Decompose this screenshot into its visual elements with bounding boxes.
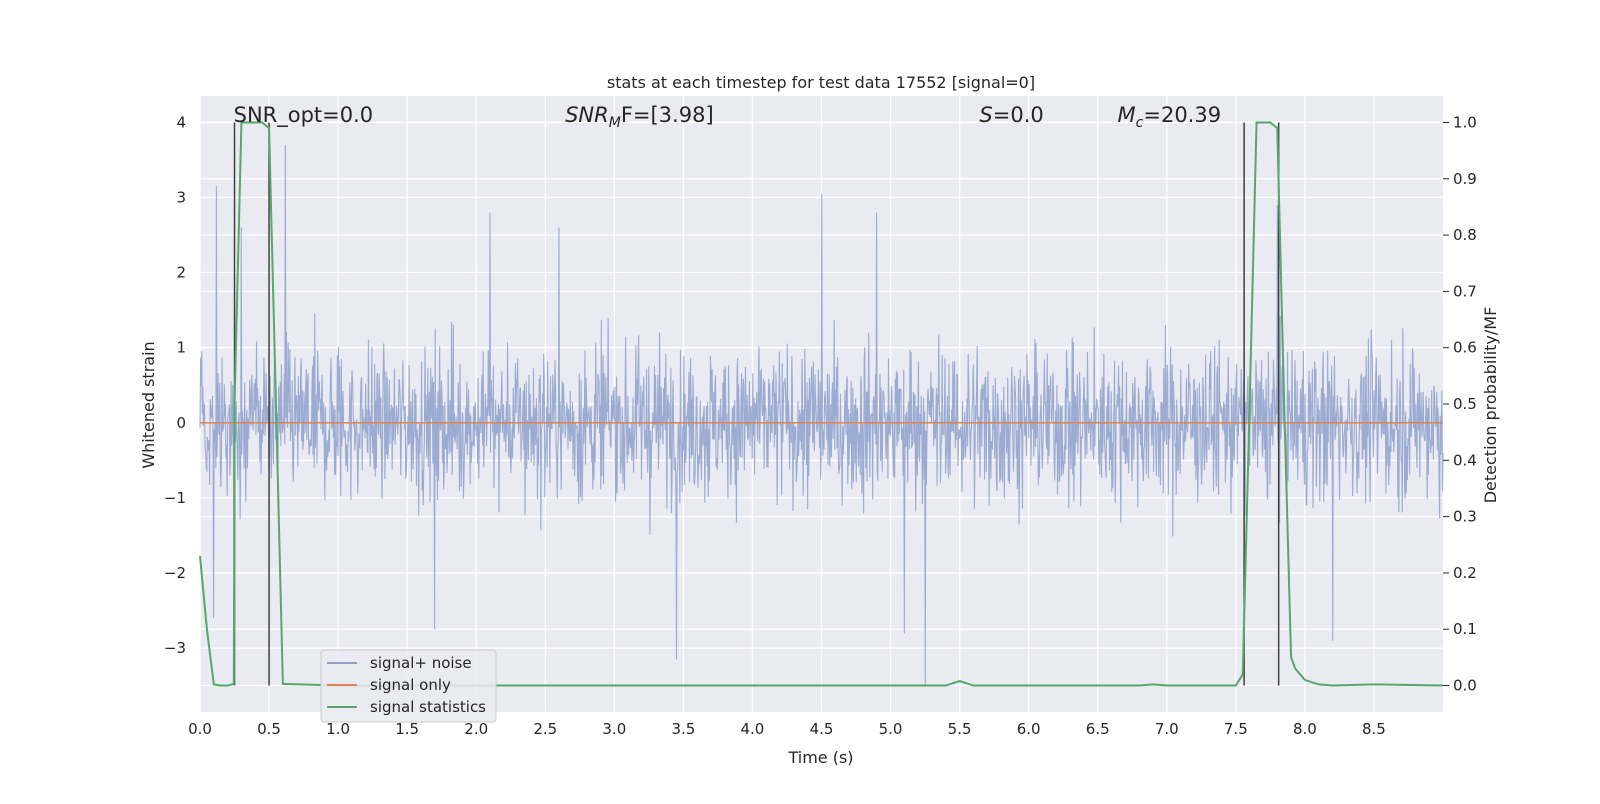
x-tick-label: 0.0 [188, 720, 212, 738]
legend-label-signal-only: signal only [370, 676, 451, 694]
y-axis-label-right: Detection probability/MF [1481, 307, 1500, 504]
series-signal-noise [199, 144, 1444, 686]
y-left-tick-label: 3 [176, 188, 186, 206]
x-tick-label: 2.5 [533, 720, 557, 738]
y-right-tick-label: 0.2 [1453, 564, 1477, 582]
y-right-tick-label: 0.0 [1453, 677, 1477, 695]
y-left-tick-label: 1 [176, 339, 186, 357]
x-tick-label: 1.0 [326, 720, 350, 738]
y-right-tick-label: 0.6 [1453, 339, 1477, 357]
y-left-tick-label: 0 [176, 414, 186, 432]
x-tick-label: 6.0 [1017, 720, 1041, 738]
y-right-tick-label: 0.1 [1453, 620, 1477, 638]
x-tick-label: 7.5 [1224, 720, 1248, 738]
y-left-tick-label: −1 [164, 489, 186, 507]
x-tick-label: 8.5 [1362, 720, 1386, 738]
x-tick-label: 3.5 [671, 720, 695, 738]
y-left-tick-label: −3 [164, 639, 186, 657]
noise-trace [199, 144, 1444, 686]
x-tick-label: 7.0 [1155, 720, 1179, 738]
legend-label-signal-noise: signal+ noise [370, 654, 472, 672]
legend-label-signal-statistics: signal statistics [370, 698, 486, 716]
chart-title: stats at each timestep for test data 175… [607, 73, 1035, 92]
annotation-label: S=0.0 [979, 103, 1043, 127]
y-axis-label-left: Whitened strain [139, 341, 158, 468]
annotation-label: Mc=20.39 [1118, 103, 1222, 131]
y-right-tick-label: 0.3 [1453, 508, 1477, 526]
x-tick-label: 4.0 [741, 720, 765, 738]
series-signal-statistics [199, 121, 1444, 687]
x-tick-label: 1.5 [395, 720, 419, 738]
x-tick-label: 4.5 [810, 720, 834, 738]
y-right-tick-label: 0.4 [1453, 451, 1477, 469]
annotations: SNR_opt=0.0 SNRMF=[3.98] S=0.0 Mc=20.39 [234, 103, 1221, 131]
x-tick-label: 0.5 [257, 720, 281, 738]
y-right-tick-label: 0.7 [1453, 282, 1477, 300]
x-tick-label: 5.0 [879, 720, 903, 738]
y-right-tick-label: 1.0 [1453, 113, 1477, 131]
x-tick-label: 2.0 [464, 720, 488, 738]
y-right-tick-label: 0.8 [1453, 226, 1477, 244]
series-layer [199, 121, 1444, 687]
x-tick-label: 8.0 [1293, 720, 1317, 738]
x-tick-label: 5.5 [948, 720, 972, 738]
legend-box [320, 649, 497, 723]
y-left-tick-label: −2 [164, 564, 186, 582]
x-tick-label: 6.5 [1086, 720, 1110, 738]
y-right-tick-label: 0.9 [1453, 170, 1477, 188]
y-left-tick-label: 4 [176, 113, 186, 131]
tick-layer: 0.0 0.5 1.0 1.5 2.0 2.5 3.0 3.5 4.0 4.5 5.0 5.5 6.0 6… [164, 113, 1477, 738]
annotation-label: SNRMF=[3.98] [565, 103, 714, 131]
y-right-tick-label: 0.5 [1453, 395, 1477, 413]
y-left-tick-label: 2 [176, 264, 186, 282]
x-axis-label: Time (s) [787, 748, 853, 767]
annotation-label: SNR_opt=0.0 [234, 103, 374, 128]
x-tick-label: 3.0 [602, 720, 626, 738]
legend: signal+ noise signal only signal statist… [320, 649, 497, 723]
